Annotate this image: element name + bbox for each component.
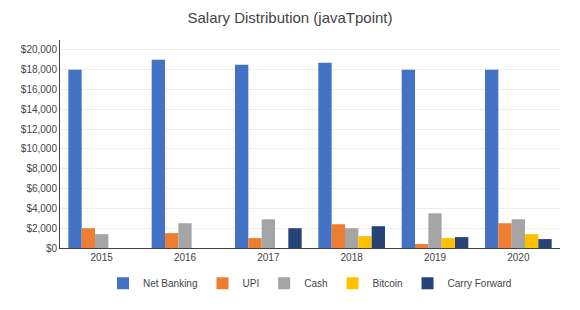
svg-text:$8,000: $8,000 <box>26 163 57 174</box>
svg-text:$18,000: $18,000 <box>21 64 58 75</box>
svg-text:2017: 2017 <box>257 252 280 263</box>
svg-text:2019: 2019 <box>424 252 447 263</box>
svg-text:$2,000: $2,000 <box>26 223 57 234</box>
svg-text:Net Banking: Net Banking <box>143 278 197 289</box>
svg-text:$0: $0 <box>46 243 58 254</box>
svg-text:$14,000: $14,000 <box>21 104 58 115</box>
svg-text:$12,000: $12,000 <box>21 124 58 135</box>
svg-text:$4,000: $4,000 <box>26 203 57 214</box>
svg-text:Salary Distribution (javaTpoin: Salary Distribution (javaTpoint) <box>187 9 392 26</box>
svg-text:Bitcoin: Bitcoin <box>373 278 403 289</box>
svg-text:2016: 2016 <box>174 252 197 263</box>
svg-text:2015: 2015 <box>91 252 114 263</box>
svg-text:2018: 2018 <box>341 252 364 263</box>
svg-text:$6,000: $6,000 <box>26 183 57 194</box>
svg-text:UPI: UPI <box>242 278 259 289</box>
svg-text:$10,000: $10,000 <box>21 143 58 154</box>
svg-text:$16,000: $16,000 <box>21 84 58 95</box>
svg-text:$20,000: $20,000 <box>21 44 58 55</box>
svg-text:Cash: Cash <box>304 278 327 289</box>
svg-text:Carry Forward: Carry Forward <box>448 278 512 289</box>
svg-text:2020: 2020 <box>507 252 530 263</box>
